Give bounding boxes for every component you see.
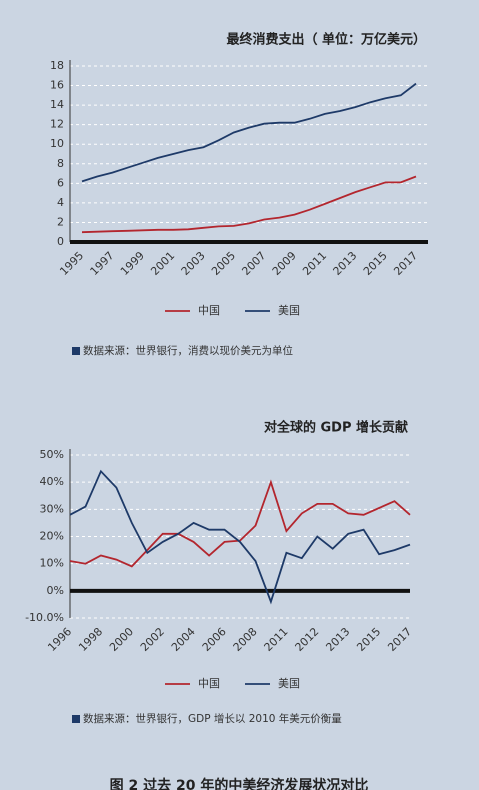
y-tick-label: 4 [57, 196, 64, 209]
y-tick-label: 20% [40, 530, 64, 543]
x-tick-label: 1999 [118, 249, 147, 278]
y-tick-label: 0% [47, 584, 64, 597]
y-tick-label: 10 [50, 137, 64, 150]
x-tick-label: 2013 [331, 249, 360, 278]
x-tick-label: 2000 [107, 625, 136, 654]
y-tick-label: 18 [50, 59, 64, 72]
series-line [81, 175, 417, 234]
chart-title: 对全球的 GDP 增长贡献 [264, 420, 408, 436]
x-tick-label: 2011 [262, 625, 291, 654]
x-tick-label: 1996 [45, 625, 74, 654]
x-tick-label: 2003 [179, 249, 208, 278]
legend-label: 美国 [278, 304, 300, 317]
x-tick-label: 2007 [239, 249, 268, 278]
x-tick-label: 1998 [76, 625, 105, 654]
x-tick-label: 2005 [209, 249, 238, 278]
source-bullet [72, 347, 80, 355]
source-note: 数据来源：世界银行，消费以现价美元为单位 [83, 344, 293, 357]
x-tick-label: 2017 [391, 249, 420, 278]
x-tick-label: 1995 [57, 249, 86, 278]
x-tick-label: 2001 [148, 249, 177, 278]
legend-label: 中国 [198, 677, 220, 690]
y-tick-label: 30% [40, 502, 64, 515]
x-tick-label: 2002 [138, 625, 167, 654]
x-tick-label: 2017 [385, 625, 414, 654]
x-tick-label: 2015 [354, 625, 383, 654]
x-tick-label: 2011 [300, 249, 329, 278]
x-tick-label: 2004 [169, 625, 198, 654]
y-tick-label: -10.0% [25, 611, 64, 624]
y-tick-label: 14 [50, 98, 64, 111]
y-tick-label: 40% [40, 475, 64, 488]
x-tick-label: 2012 [293, 625, 322, 654]
legend-label: 美国 [278, 677, 300, 690]
y-tick-label: 50% [40, 448, 64, 461]
series-line [81, 82, 417, 183]
x-tick-label: 2015 [361, 249, 390, 278]
x-tick-label: 2009 [270, 249, 299, 278]
source-note: 数据来源：世界银行，GDP 增长以 2010 年美元价衡量 [83, 712, 342, 725]
y-tick-label: 2 [57, 215, 64, 228]
y-tick-label: 10% [40, 557, 64, 570]
y-tick-label: 12 [50, 118, 64, 131]
x-tick-label: 2013 [323, 625, 352, 654]
chart-title: 最终消费支出（ 单位：万亿美元） [226, 32, 426, 48]
x-tick-label: 2006 [200, 625, 229, 654]
legend-label: 中国 [198, 304, 220, 317]
y-tick-label: 6 [57, 176, 64, 189]
series-line [69, 469, 411, 605]
y-tick-label: 0 [57, 235, 64, 248]
series-line [69, 479, 411, 568]
x-tick-label: 2008 [231, 625, 260, 654]
y-tick-label: 8 [57, 157, 64, 170]
source-bullet [72, 715, 80, 723]
x-tick-label: 1997 [88, 249, 117, 278]
caption: 图 2 过去 20 年的中美经济发展状况对比 [110, 777, 369, 790]
y-tick-label: 16 [50, 79, 64, 92]
